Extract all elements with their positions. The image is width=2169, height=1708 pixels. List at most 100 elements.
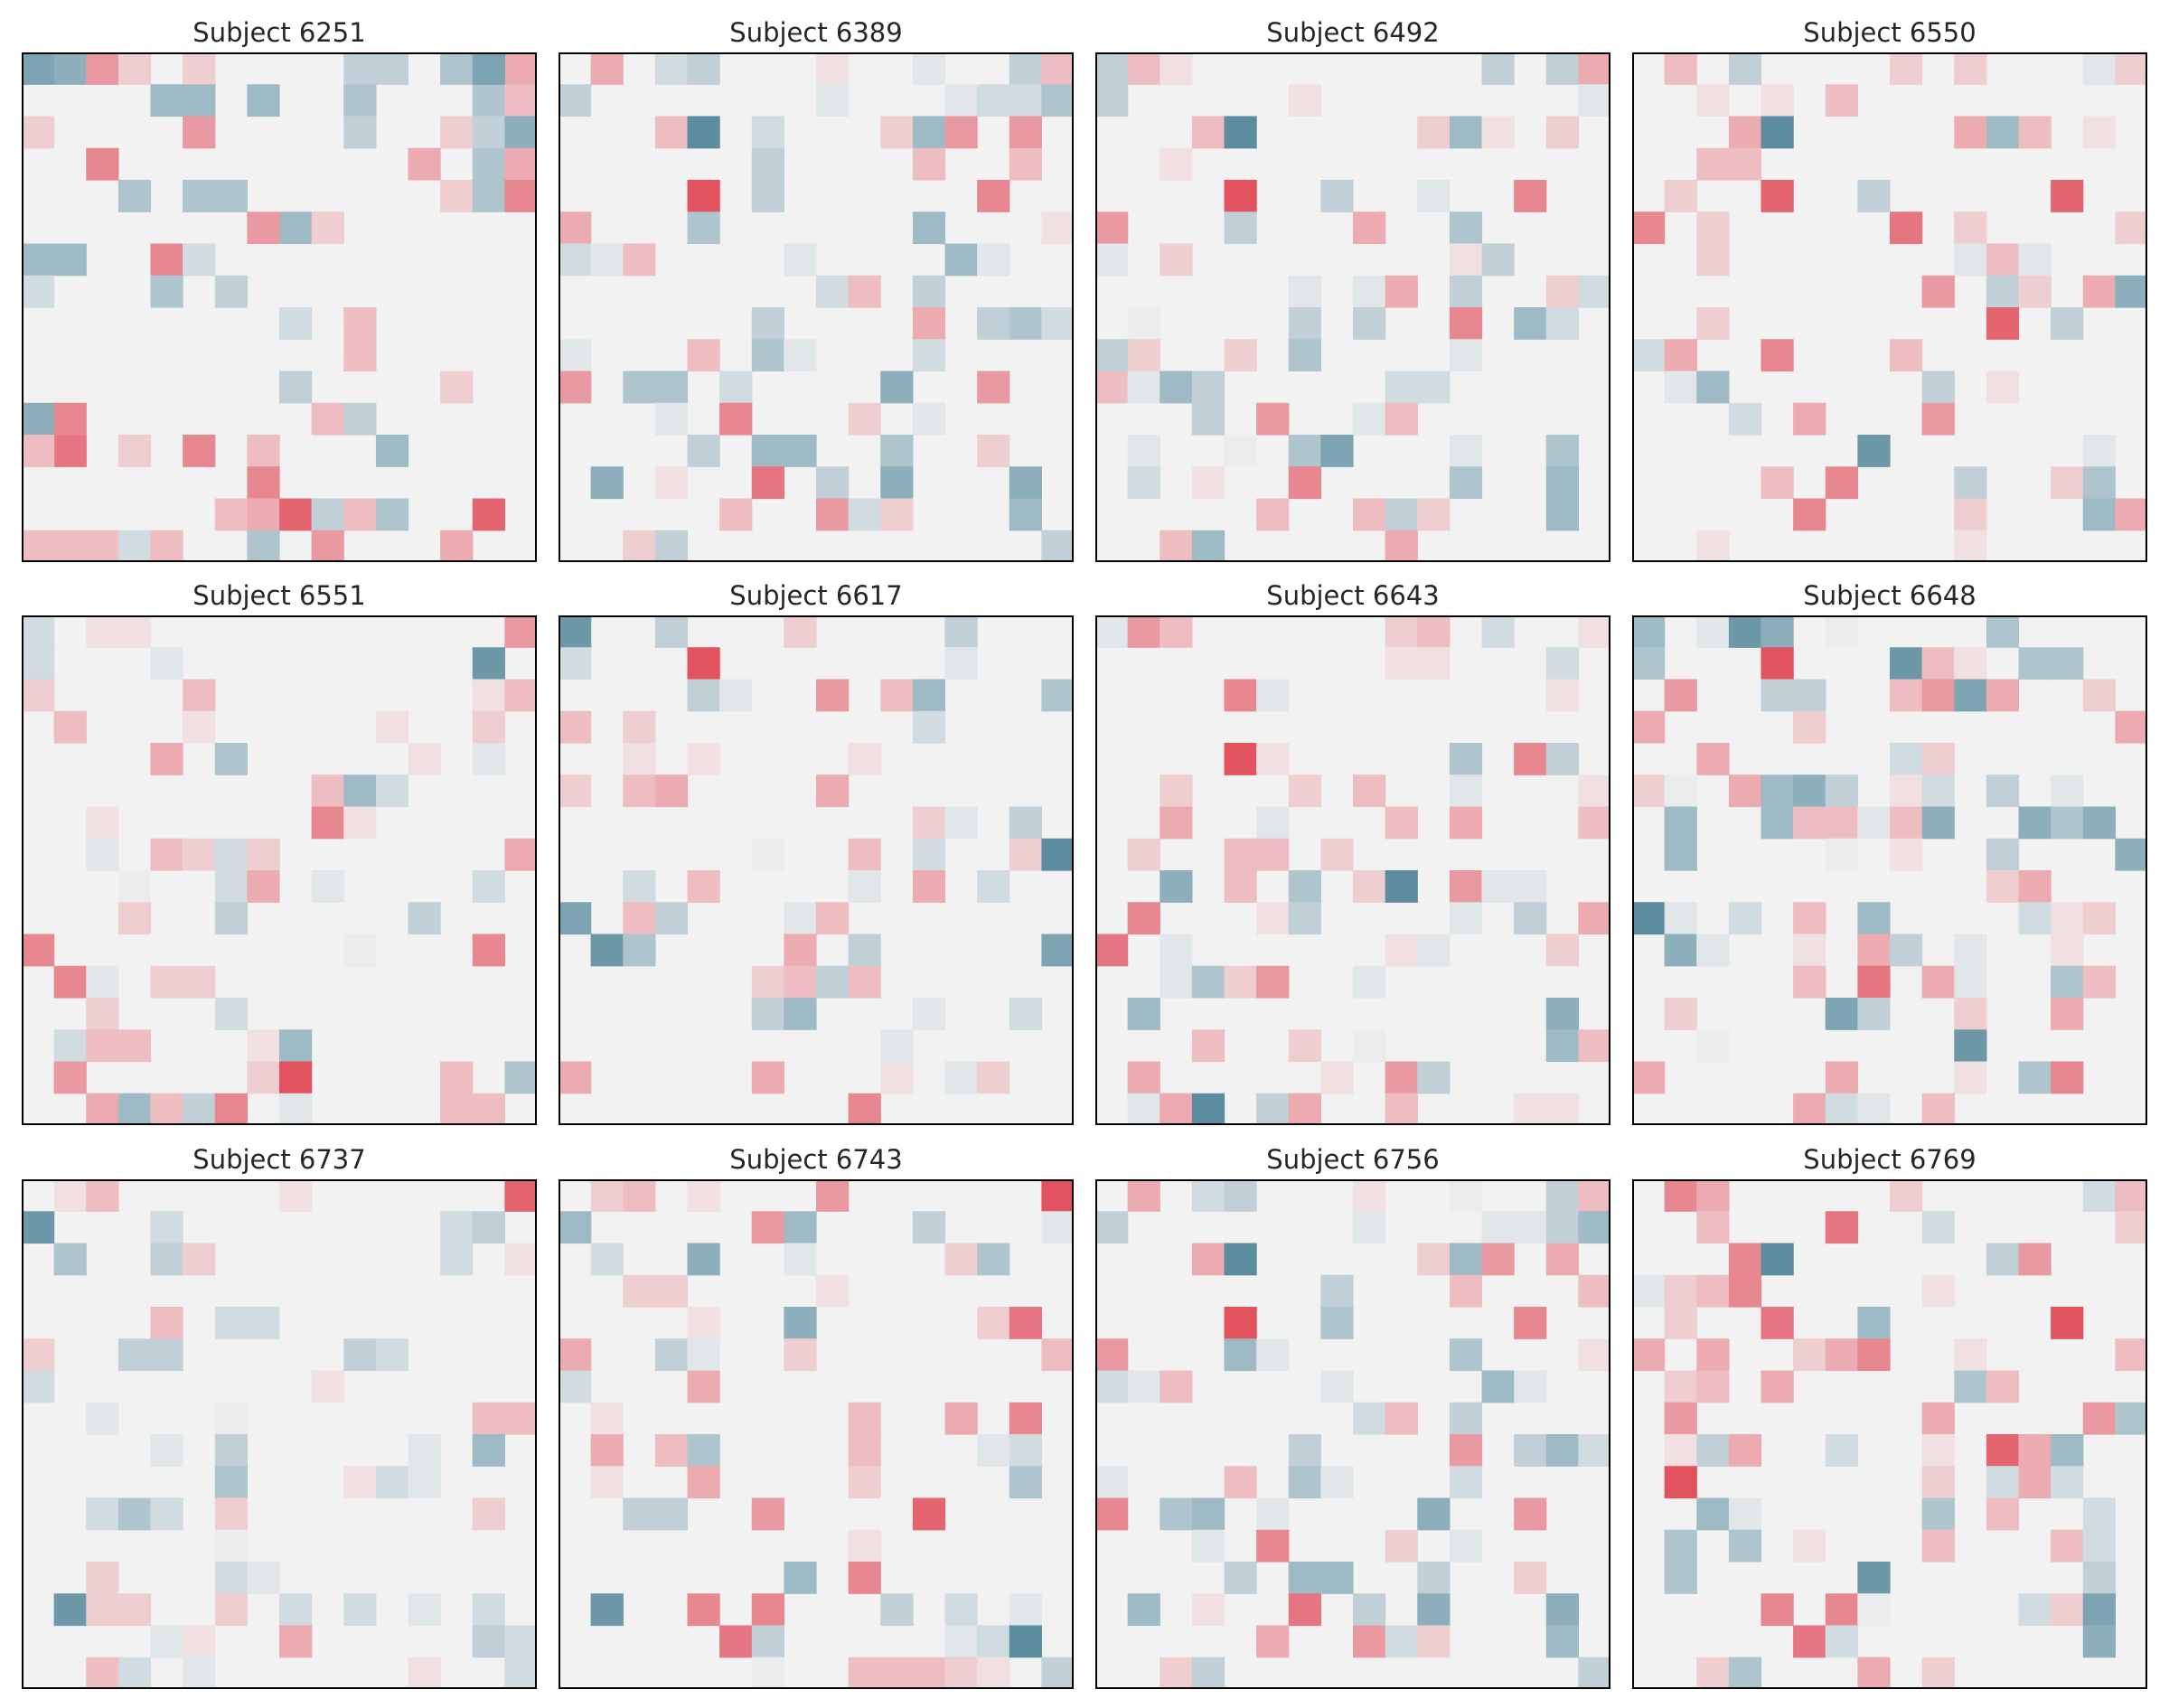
heatmap-cell bbox=[687, 1179, 720, 1212]
heatmap-cell bbox=[2082, 435, 2116, 467]
heatmap-cell bbox=[1385, 647, 1418, 680]
heatmap-cell bbox=[1041, 838, 1074, 871]
heatmap-cell bbox=[1664, 1274, 1697, 1308]
heatmap-cell bbox=[1417, 371, 1451, 404]
heatmap-cell bbox=[1041, 84, 1074, 117]
heatmap-cell bbox=[1728, 116, 1762, 149]
heatmap-cell bbox=[1986, 1243, 2020, 1276]
heatmap-cell bbox=[848, 498, 881, 531]
heatmap-cell bbox=[1890, 743, 1923, 775]
heatmap-cell bbox=[1761, 1593, 1794, 1627]
heatmap-cell bbox=[343, 1593, 377, 1627]
heatmap-cell bbox=[472, 710, 505, 744]
heatmap-cell bbox=[1986, 275, 2020, 308]
heatmap-cell bbox=[977, 243, 1010, 277]
heatmap-cell bbox=[343, 116, 377, 149]
heatmap-cell bbox=[654, 1338, 689, 1372]
heatmap-cell bbox=[408, 1593, 441, 1627]
heatmap-cell bbox=[1954, 52, 1987, 85]
heatmap-cell bbox=[1890, 806, 1923, 840]
heatmap-cell bbox=[816, 965, 850, 999]
heatmap-cell bbox=[944, 1593, 978, 1627]
heatmap-cell bbox=[86, 965, 119, 999]
heatmap-cell bbox=[848, 870, 881, 903]
heatmap-cell bbox=[880, 1029, 914, 1063]
heatmap-cell bbox=[912, 710, 946, 744]
heatmap-cell bbox=[1954, 679, 1987, 712]
heatmap-cell bbox=[1825, 838, 1858, 871]
heatmap-cell bbox=[440, 1061, 474, 1094]
heatmap-cell bbox=[1417, 934, 1451, 967]
heatmap-cell bbox=[559, 902, 592, 935]
heatmap-cell bbox=[977, 1434, 1010, 1467]
heatmap-cell bbox=[1417, 180, 1451, 212]
heatmap-cell bbox=[1256, 965, 1290, 999]
heatmap-cell bbox=[214, 1497, 248, 1531]
axes-frame bbox=[22, 615, 537, 1125]
heatmap-cell bbox=[279, 1061, 313, 1094]
heatmap-cell bbox=[183, 1625, 216, 1658]
heatmap-cell bbox=[117, 1497, 152, 1531]
heatmap-cell bbox=[472, 498, 505, 531]
heatmap-cell bbox=[1353, 1402, 1386, 1435]
heatmap-cell bbox=[1320, 180, 1354, 212]
heatmap-cell bbox=[1954, 498, 1987, 531]
heatmap-cell bbox=[848, 1529, 881, 1563]
heatmap-cell bbox=[214, 1402, 248, 1435]
heatmap-cell bbox=[912, 307, 946, 340]
heatmap-cell bbox=[504, 1625, 537, 1658]
heatmap-cell bbox=[86, 838, 119, 871]
heatmap-cell bbox=[1160, 371, 1193, 404]
heatmap-cell bbox=[1127, 466, 1160, 500]
heatmap-cell bbox=[279, 1179, 313, 1212]
heatmap-cell bbox=[623, 530, 656, 562]
heatmap-cell bbox=[247, 84, 280, 117]
heatmap-cell bbox=[977, 371, 1010, 404]
heatmap-cell bbox=[1632, 615, 1666, 648]
axes-frame bbox=[1632, 615, 2147, 1125]
heatmap-cell bbox=[1191, 1656, 1225, 1689]
heatmap-cell bbox=[1353, 211, 1386, 245]
heatmap-cell bbox=[751, 435, 784, 467]
heatmap-cell bbox=[1890, 838, 1923, 871]
heatmap-cell bbox=[1009, 1625, 1042, 1658]
heatmap-cell bbox=[1191, 371, 1225, 404]
heatmap-cell bbox=[1890, 934, 1923, 967]
heatmap-cell bbox=[1417, 647, 1451, 680]
heatmap-cell bbox=[1449, 743, 1483, 775]
heatmap-cell bbox=[1986, 615, 2020, 648]
heatmap-cell bbox=[1664, 1434, 1697, 1467]
heatmap-cell bbox=[880, 371, 914, 404]
heatmap-cell bbox=[1160, 1093, 1193, 1125]
heatmap-cell bbox=[183, 710, 216, 744]
heatmap-cell bbox=[2115, 1338, 2147, 1372]
heatmap-cell bbox=[375, 1338, 409, 1372]
heatmap-cell bbox=[1288, 339, 1321, 372]
heatmap-cell bbox=[1191, 1593, 1225, 1627]
heatmap-cell bbox=[1353, 402, 1386, 436]
heatmap-cell bbox=[751, 1497, 784, 1531]
heatmap-cell bbox=[751, 1061, 784, 1094]
heatmap-cell bbox=[1761, 116, 1794, 149]
heatmap-cell bbox=[1191, 1497, 1225, 1531]
heatmap-cell bbox=[687, 1307, 720, 1339]
heatmap-cell bbox=[279, 1593, 313, 1627]
heatmap-cell bbox=[1256, 402, 1290, 436]
heatmap-cell bbox=[654, 1274, 689, 1308]
heatmap-cell bbox=[751, 466, 784, 500]
heatmap-cell bbox=[784, 965, 817, 999]
heatmap-cell bbox=[654, 1497, 689, 1531]
heatmap-cell bbox=[1417, 1243, 1451, 1276]
heatmap-cell bbox=[279, 498, 313, 531]
heatmap-cell bbox=[1009, 84, 1042, 117]
heatmap-cell bbox=[214, 275, 248, 308]
heatmap-plot bbox=[1632, 615, 2147, 1125]
heatmap-cell bbox=[1986, 1370, 2020, 1403]
heatmap-cell bbox=[53, 402, 87, 436]
heatmap-cell bbox=[1696, 1370, 1730, 1403]
heatmap-cell bbox=[590, 466, 624, 500]
heatmap-cell bbox=[784, 998, 817, 1030]
heatmap-cell bbox=[1954, 1338, 1987, 1372]
heatmap-cell bbox=[1224, 965, 1257, 999]
heatmap-panel: Subject 6756 bbox=[1095, 1144, 1610, 1689]
